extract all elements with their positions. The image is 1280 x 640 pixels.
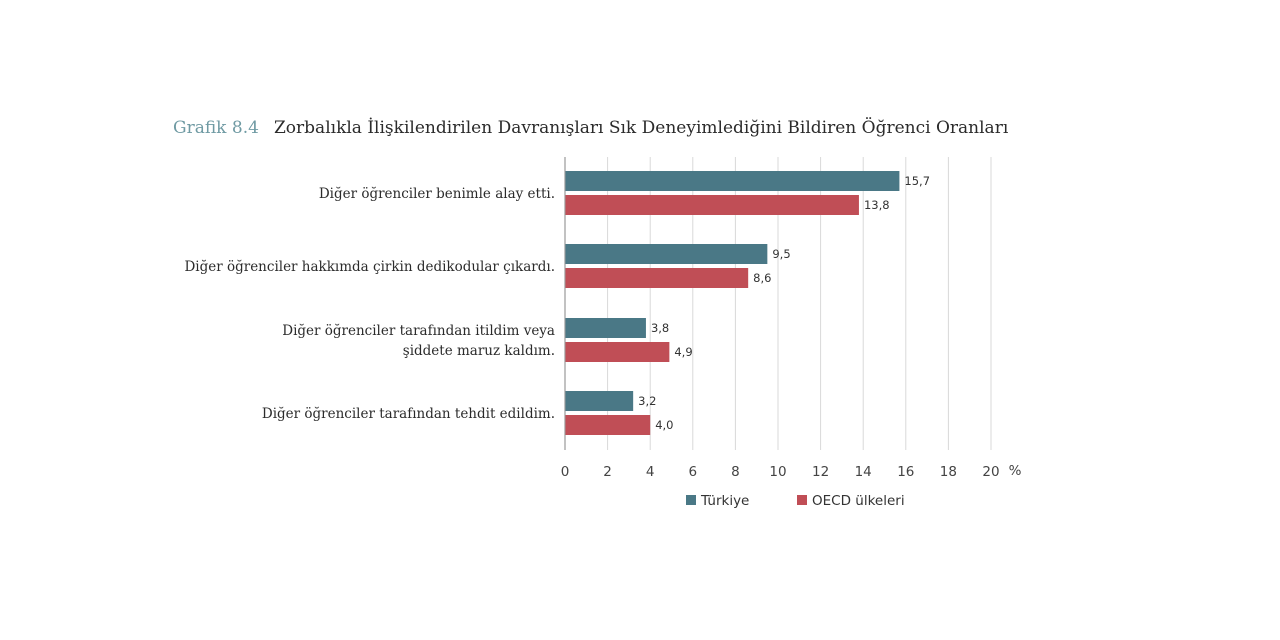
legend-label: OECD ülkeleri: [812, 493, 905, 509]
tick-label: 10: [769, 464, 786, 480]
bar: [565, 268, 749, 288]
tick-label: 6: [689, 464, 698, 480]
bar: [565, 415, 651, 435]
data-label: 9,5: [772, 247, 790, 261]
category-label: Diğer öğrenciler tarafından tehdit edild…: [262, 406, 555, 422]
data-label: 3,8: [651, 321, 669, 335]
legend-swatch: [686, 495, 696, 505]
category-label: Diğer öğrenciler hakkımda çirkin dedikod…: [184, 259, 555, 275]
tick-label: 2: [603, 464, 612, 480]
tick-label: 14: [855, 464, 872, 480]
data-label: 8,6: [753, 271, 771, 285]
tick-label: 16: [897, 464, 914, 480]
category-label: şiddete maruz kaldım.: [403, 343, 555, 359]
bars: 15,7 9,5 3,8 3,2 13,8 8,6 4,9 4,0: [565, 171, 930, 435]
tick-label: 12: [812, 464, 829, 480]
bar: [565, 318, 646, 338]
x-axis-unit: %: [1009, 463, 1022, 479]
bar: [565, 244, 768, 264]
data-label: 4,9: [674, 345, 692, 359]
data-label: 13,8: [864, 198, 890, 212]
tick-label: 20: [982, 464, 999, 480]
bar: [565, 195, 859, 215]
legend-label: Türkiye: [700, 493, 749, 509]
data-label: 4,0: [655, 418, 673, 432]
data-label: 15,7: [904, 174, 930, 188]
legend-swatch: [797, 495, 807, 505]
data-label: 3,2: [638, 394, 656, 408]
bar: [565, 391, 634, 411]
tick-label: 18: [940, 464, 957, 480]
category-label: Diğer öğrenciler benimle alay etti.: [319, 186, 555, 202]
x-axis-ticks: 0 2 4 6 8 10 12 14 16 18 20%: [561, 463, 1022, 480]
tick-label: 8: [731, 464, 740, 480]
tick-label: 0: [561, 464, 570, 480]
bar: [565, 342, 670, 362]
bar: [565, 171, 900, 191]
category-label: Diğer öğrenciler tarafından itildim veya: [282, 323, 555, 339]
legend: Türkiye OECD ülkeleri: [686, 493, 905, 509]
figure-label: Grafik 8.4: [173, 118, 259, 138]
tick-label: 4: [646, 464, 655, 480]
category-labels: Diğer öğrenciler benimle alay etti. Diğer…: [184, 186, 555, 422]
chart-title: Zorbalıkla İlişkilendirilen Davranışları…: [274, 117, 1009, 138]
